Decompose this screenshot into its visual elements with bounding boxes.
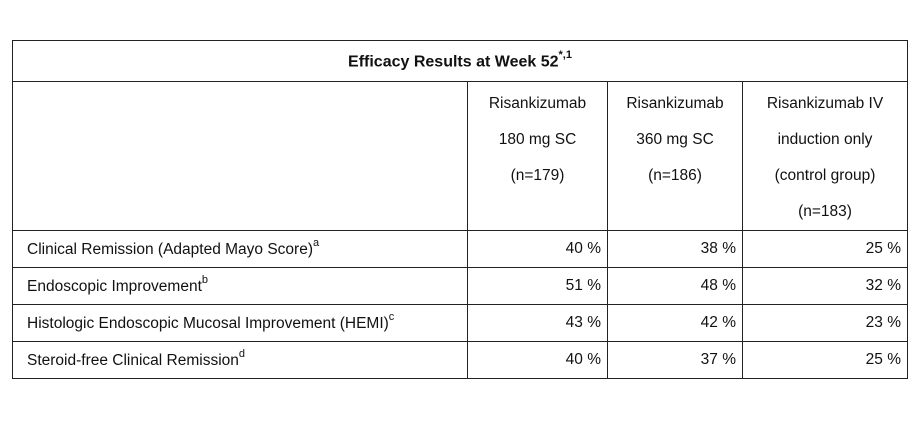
efficacy-results-table: Efficacy Results at Week 52*,1 Risankizu… — [11, 40, 909, 379]
table-cell: 23 % — [741, 304, 909, 342]
column-header-line: induction only — [777, 131, 873, 148]
column-header-line: (n=183) — [798, 203, 852, 220]
column-header-line: Risankizumab IV — [766, 95, 884, 112]
table-row: Endoscopic Improvementb 51 % 48 % 32 % — [12, 267, 909, 305]
column-header-line: (n=186) — [648, 167, 702, 184]
table-cell: 43 % — [467, 304, 608, 342]
table-cell: 32 % — [741, 267, 909, 305]
row-label: Histologic Endoscopic Mucosal Improvemen… — [12, 304, 468, 342]
title-row: Efficacy Results at Week 52*,1 — [11, 40, 909, 82]
row-footnote: a — [313, 236, 320, 249]
table-cell: 42 % — [607, 304, 743, 342]
column-header-line: Risankizumab — [488, 95, 587, 112]
table-cell: 38 % — [607, 230, 743, 268]
table-title-footnote: *,1 — [558, 48, 572, 61]
column-header-control: Risankizumab IV induction only (control … — [741, 81, 909, 231]
table-row: Clinical Remission (Adapted Mayo Score)a… — [12, 230, 909, 268]
row-label-text: Histologic Endoscopic Mucosal Improvemen… — [27, 315, 389, 333]
table-cell: 37 % — [607, 341, 743, 379]
table-row: Histologic Endoscopic Mucosal Improvemen… — [12, 304, 909, 342]
empty-header-cell — [12, 81, 468, 231]
row-label-text: Steroid-free Clinical Remission — [27, 352, 239, 370]
row-footnote: d — [238, 347, 246, 360]
table-cell: 25 % — [741, 341, 909, 379]
column-header-180mg: Risankizumab 180 mg SC (n=179) — [467, 81, 608, 231]
column-header-line: 180 mg SC — [498, 131, 577, 148]
table-title-text: Efficacy Results at Week 52 — [348, 53, 559, 71]
column-header-360mg: Risankizumab 360 mg SC (n=186) — [607, 81, 743, 231]
row-footnote: b — [201, 273, 209, 286]
row-label-text: Clinical Remission (Adapted Mayo Score) — [27, 241, 314, 259]
row-label: Steroid-free Clinical Remissiond — [12, 341, 468, 379]
column-header-line: (n=179) — [510, 167, 565, 184]
table-cell: 40 % — [467, 341, 608, 379]
table-cell: 51 % — [467, 267, 608, 305]
row-label-text: Endoscopic Improvement — [27, 278, 202, 296]
row-label: Endoscopic Improvementb — [12, 267, 468, 305]
row-footnote: c — [388, 310, 395, 323]
table-cell: 25 % — [741, 230, 909, 268]
table-title: Efficacy Results at Week 52*,1 — [11, 40, 909, 82]
column-header-line: Risankizumab — [626, 95, 724, 112]
table-row: Steroid-free Clinical Remissiond 40 % 37… — [12, 341, 909, 379]
row-label: Clinical Remission (Adapted Mayo Score)a — [12, 230, 468, 268]
table-cell: 40 % — [467, 230, 608, 268]
table-cell: 48 % — [607, 267, 743, 305]
column-header-line: (control group) — [774, 167, 876, 184]
column-header-line: 360 mg SC — [636, 131, 714, 148]
column-header-row: Risankizumab 180 mg SC (n=179) Risankizu… — [12, 81, 909, 231]
